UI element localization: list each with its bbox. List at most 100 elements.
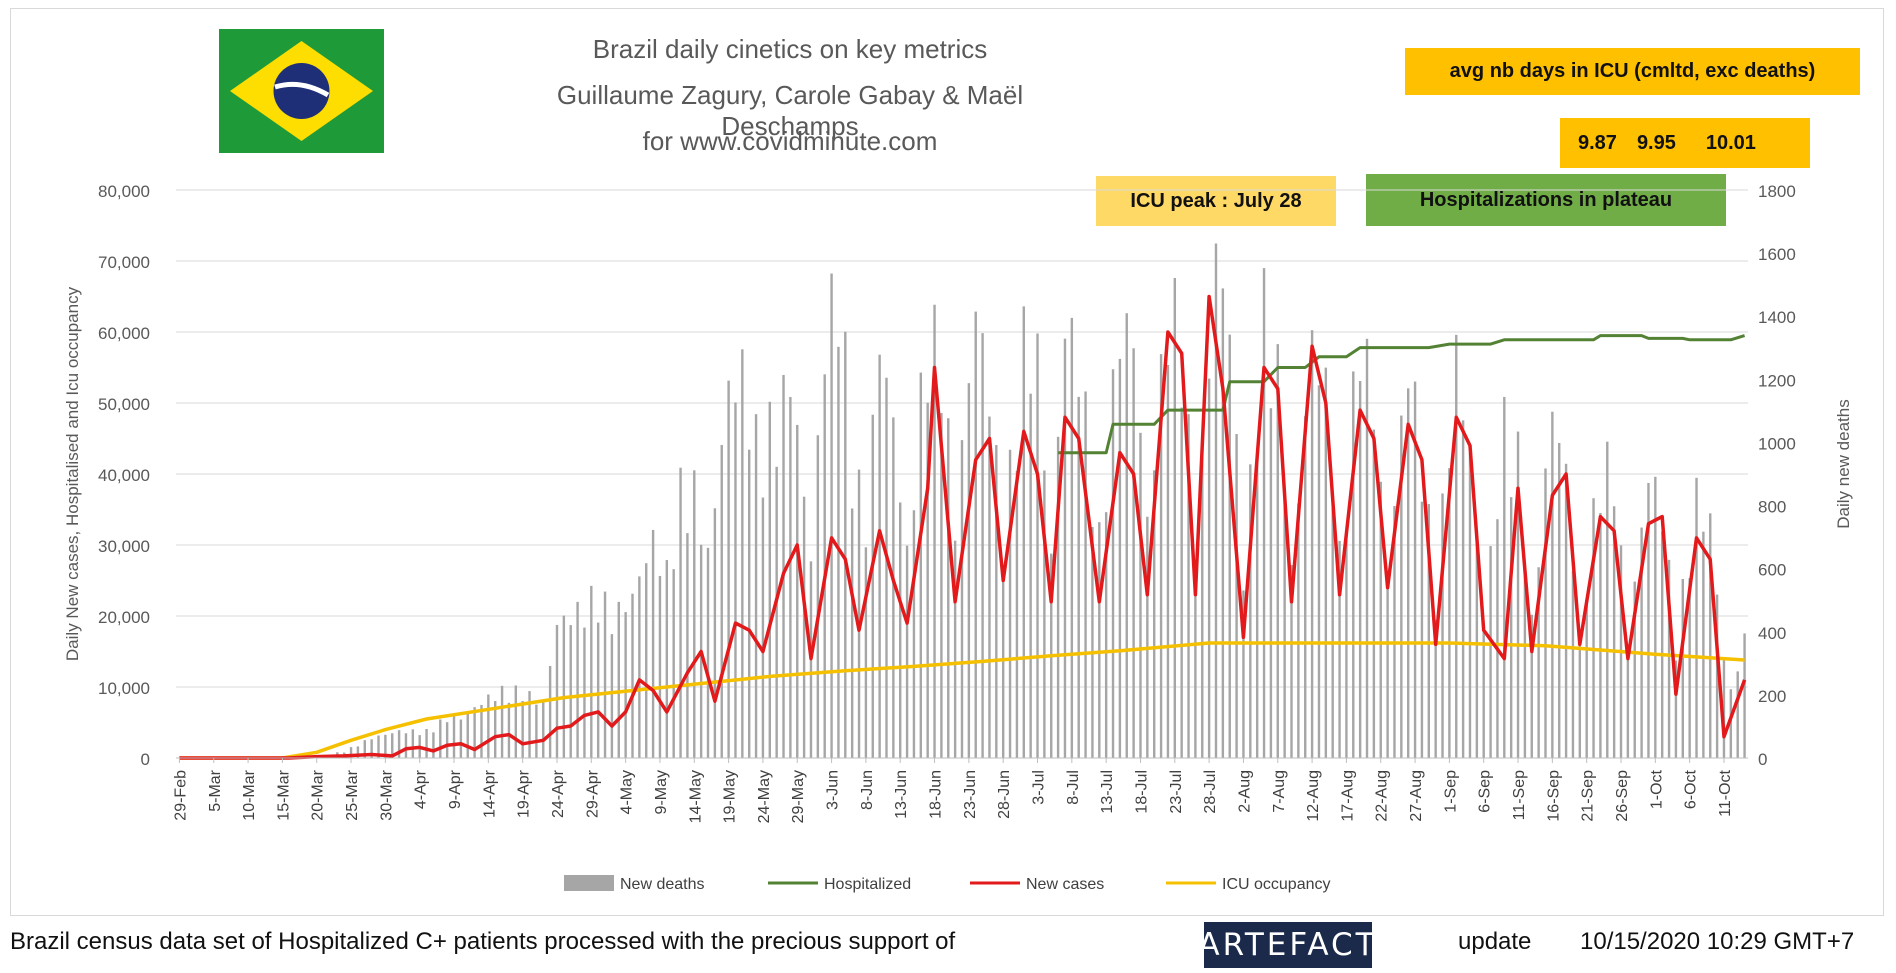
icu-days-value-1: 9.87 — [1578, 131, 1617, 154]
new-deaths-bar — [1544, 468, 1547, 758]
new-deaths-bar — [1345, 532, 1348, 758]
new-deaths-bar — [1455, 334, 1458, 758]
new-deaths-bar — [857, 469, 861, 758]
axes: 0 10,000 20,000 30,000 40,000 50,000 60,000 70,… — [63, 182, 1853, 823]
new-deaths-bar — [761, 497, 765, 758]
legend-label: ICU occupancy — [1222, 876, 1331, 893]
x-tick-label: 1-Oct — [1648, 769, 1665, 809]
new-deaths-bar — [1729, 689, 1733, 758]
new-deaths-bar — [960, 440, 964, 758]
new-deaths-bar — [452, 715, 456, 758]
new-deaths-bar — [432, 732, 435, 758]
new-deaths-bar — [926, 402, 929, 758]
new-deaths-bar — [1640, 527, 1643, 758]
new-deaths-bar — [871, 414, 874, 758]
new-deaths-bar — [933, 304, 936, 758]
new-deaths-bar — [576, 601, 579, 758]
footer-credit: Brazil census data set of Hospitalized C… — [10, 928, 956, 955]
x-tick-label: 23-Jul — [1168, 770, 1185, 814]
new-deaths-bar — [1475, 537, 1479, 758]
y-tick-label: 30,000 — [98, 537, 150, 556]
new-deaths-bar — [1091, 527, 1094, 758]
new-deaths-bar — [617, 601, 620, 758]
icu-days-label: avg nb days in ICU (cmltd, exc deaths) — [1405, 48, 1860, 95]
x-tick-label: 13-Jun — [893, 770, 910, 819]
new-deaths-bar — [1551, 411, 1554, 758]
y2-tick-label: 200 — [1758, 687, 1786, 706]
new-deaths-bar — [1592, 498, 1595, 758]
new-deaths-bar — [1379, 481, 1382, 758]
y2-tick-label: 1600 — [1758, 245, 1796, 264]
new-deaths-bar — [892, 417, 895, 758]
new-deaths-bar — [1201, 438, 1204, 758]
legend: New deaths Hospitalized New cases ICU occup… — [564, 875, 1331, 893]
new-deaths-bar — [596, 622, 600, 758]
new-deaths-bar — [789, 397, 792, 758]
new-deaths-bar — [816, 435, 820, 758]
y-tick-label: 40,000 — [98, 466, 150, 485]
x-tick-label: 11-Oct — [1717, 769, 1734, 816]
new-deaths-bar — [844, 331, 847, 758]
new-deaths-bar — [693, 470, 696, 758]
new-deaths-bar — [1722, 657, 1726, 758]
new-deaths-bar — [768, 401, 771, 758]
new-deaths-bar — [542, 702, 545, 758]
new-deaths-bar — [1022, 306, 1025, 758]
x-tick-label: 23-Jun — [962, 770, 979, 819]
x-tick-label: 28-Jun — [996, 770, 1013, 819]
new-deaths-bar — [548, 665, 552, 758]
new-deaths-bar — [1612, 506, 1616, 758]
new-deaths-bar — [1372, 429, 1376, 758]
series-lines — [179, 294, 1747, 760]
new-deaths-bar — [741, 349, 744, 758]
new-deaths-bar — [1420, 501, 1424, 758]
new-deaths-bar — [528, 691, 531, 758]
x-tick-label: 7-Aug — [1271, 770, 1288, 813]
legend-swatch — [564, 875, 614, 891]
new-deaths-bar — [665, 560, 669, 758]
new-deaths-bar — [377, 735, 380, 758]
new-deaths-bar — [507, 702, 511, 758]
new-deaths-bar — [796, 424, 799, 758]
new-deaths-bar — [974, 311, 977, 758]
new-deaths-bar — [397, 730, 401, 758]
new-deaths-bar — [466, 712, 469, 758]
new-deaths-bar — [1029, 393, 1032, 758]
x-tick-label: 25-Mar — [344, 769, 361, 820]
x-tick-label: 8-Jun — [859, 770, 876, 810]
y2-tick-label: 0 — [1758, 750, 1767, 769]
new-deaths-bar — [1702, 531, 1705, 758]
new-deaths-bar — [1386, 575, 1389, 758]
new-deaths-bar — [473, 707, 476, 758]
x-tick-label: 15-Mar — [275, 769, 292, 820]
x-tick-label: 18-Jun — [928, 770, 945, 819]
new-deaths-bar — [500, 685, 504, 758]
new-deaths-bar — [1104, 512, 1108, 758]
new-deaths-bar — [370, 739, 373, 758]
new-deaths-bar — [1681, 578, 1684, 758]
new-deaths-bar — [919, 372, 923, 758]
new-deaths-bar — [1489, 546, 1492, 758]
legend-label: New deaths — [620, 876, 705, 893]
new-deaths-bar — [1482, 629, 1485, 758]
new-deaths-bar — [1187, 414, 1190, 758]
new-deaths-bar — [610, 634, 614, 758]
new-deaths-bar — [1358, 381, 1362, 758]
new-deaths-bar — [1269, 408, 1273, 758]
new-deaths-bar — [837, 346, 840, 758]
new-deaths-bar — [1578, 632, 1582, 758]
new-deaths-bar — [988, 416, 991, 758]
new-deaths-bar — [1667, 559, 1671, 758]
new-deaths-bar — [555, 624, 559, 758]
new-deaths-bar — [562, 615, 566, 758]
new-deaths-bar — [1159, 354, 1163, 758]
new-deaths-bar — [727, 380, 730, 758]
new-deaths-bar — [590, 585, 593, 758]
x-tick-label: 4-May — [619, 770, 636, 814]
new-deaths-bar — [1310, 330, 1314, 758]
x-tick-label: 8-Jul — [1065, 770, 1082, 805]
new-deaths-bar — [940, 413, 943, 758]
new-deaths-bar — [1214, 243, 1218, 759]
x-tick-label: 22-Aug — [1374, 770, 1391, 822]
new-deaths-bar — [480, 704, 483, 758]
